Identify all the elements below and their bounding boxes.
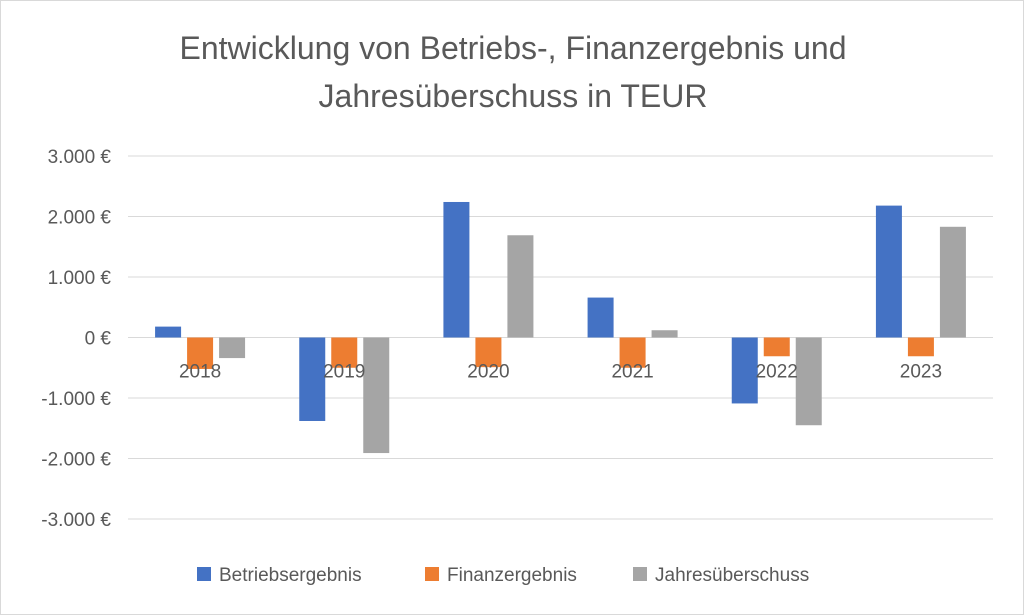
- x-tick-label: 2021: [611, 362, 653, 383]
- chart-title-line-2: Jahresüberschuss in TEUR: [319, 78, 708, 114]
- legend: Betriebsergebnis Finanzergebnis Jahresüber…: [197, 565, 809, 586]
- x-tick-label: 2019: [323, 362, 365, 383]
- bar-jahresüberschuss-2018: [219, 337, 246, 359]
- legend-label-betriebsergebnis: Betriebsergebnis: [219, 565, 362, 586]
- bar-jahresüberschuss-2022: [795, 337, 822, 426]
- bar-betriebsergebnis-2023: [875, 205, 902, 338]
- bar-betriebsergebnis-2018: [155, 326, 182, 338]
- y-tick-label: 1.000 €: [48, 268, 112, 289]
- bar-jahresüberschuss-2019: [363, 337, 390, 454]
- bar-finanzergebnis-2022: [763, 337, 790, 357]
- y-tick-label: 3.000 €: [48, 147, 112, 168]
- bar-jahresüberschuss-2020: [507, 235, 534, 338]
- legend-label-jahresüberschuss: Jahresüberschuss: [655, 565, 809, 586]
- x-tick-label: 2023: [900, 362, 942, 383]
- legend-swatch-betriebsergebnis: [197, 567, 211, 581]
- bar-jahresüberschuss-2021: [651, 330, 678, 338]
- bar-jahresüberschuss-2023: [939, 226, 966, 338]
- bar-finanzergebnis-2020: [475, 337, 502, 368]
- legend-swatch-jahresüberschuss: [633, 567, 647, 581]
- legend-label-finanzergebnis: Finanzergebnis: [447, 565, 577, 586]
- y-axis-tick-labels: 3.000 € 2.000 € 1.000 € 0 € -1.000 € -2.000 €…: [41, 147, 111, 531]
- gridlines: [128, 155, 993, 520]
- bar-finanzergebnis-2018: [187, 337, 214, 369]
- bar-finanzergebnis-2023: [907, 337, 934, 357]
- bar-betriebsergebnis-2021: [587, 297, 614, 338]
- legend-swatch-finanzergebnis: [425, 567, 439, 581]
- chart-title-line-1: Entwicklung von Betriebs-, Finanzergebni…: [179, 30, 846, 66]
- bar-betriebsergebnis-2019: [299, 337, 326, 421]
- y-tick-label: -3.000 €: [41, 510, 111, 531]
- y-tick-label: -2.000 €: [41, 450, 111, 471]
- bar-finanzergebnis-2019: [331, 337, 358, 368]
- x-tick-label: 2022: [756, 362, 798, 383]
- bar-betriebsergebnis-2020: [443, 201, 470, 338]
- bar-finanzergebnis-2021: [619, 337, 646, 368]
- y-tick-label: 0 €: [85, 329, 112, 350]
- x-tick-label: 2018: [179, 362, 221, 383]
- x-axis-tick-labels: 2018 2019 2020 2021 2022 2023: [179, 362, 942, 383]
- y-tick-label: 2.000 €: [48, 208, 112, 229]
- y-tick-label: -1.000 €: [41, 389, 111, 410]
- bar-betriebsergebnis-2022: [731, 337, 758, 404]
- bars: [155, 201, 966, 454]
- x-tick-label: 2020: [467, 362, 509, 383]
